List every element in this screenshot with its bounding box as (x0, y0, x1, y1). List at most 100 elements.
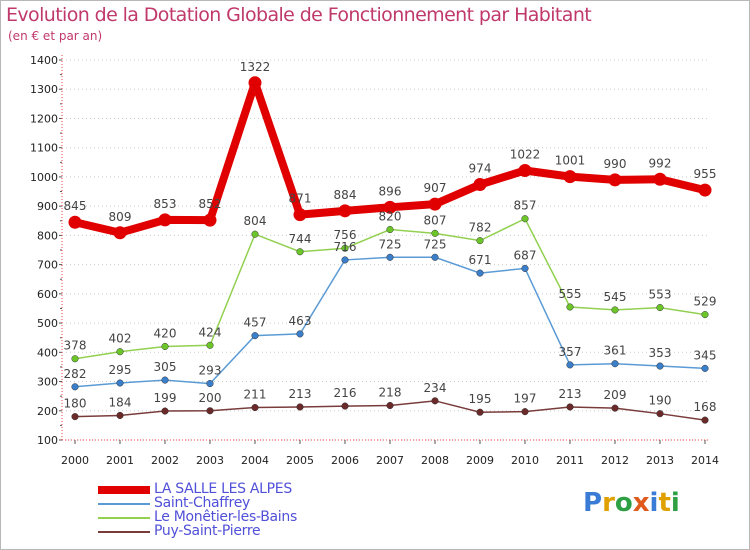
data-label: 168 (694, 400, 717, 414)
series-point (251, 230, 259, 238)
series-point (206, 380, 214, 388)
data-label: 457 (244, 316, 267, 330)
series-point (476, 408, 484, 416)
series-point (428, 197, 442, 211)
series-point (161, 407, 169, 415)
data-label: 357 (559, 345, 582, 359)
series-point (158, 213, 172, 227)
data-label: 820 (379, 210, 402, 224)
data-label: 463 (289, 314, 312, 328)
series-point (116, 411, 124, 419)
legend-label: LA SALLE LES ALPES (154, 481, 292, 497)
data-label: 716 (334, 240, 357, 254)
x-tick-label: 2008 (421, 454, 449, 467)
y-tick-label: 500 (37, 317, 58, 330)
data-label: 218 (379, 386, 402, 400)
data-label: 1001 (555, 154, 586, 168)
data-label: 190 (649, 394, 672, 408)
series-point (521, 408, 529, 416)
brand-logo: Proxiti (583, 488, 680, 518)
x-tick-label: 2006 (331, 454, 359, 467)
series-point (566, 403, 574, 411)
series-point (206, 341, 214, 349)
series-point (611, 360, 619, 368)
series-point (71, 413, 79, 421)
data-label: 361 (604, 344, 627, 358)
data-label: 378 (64, 339, 87, 353)
y-tick-label: 100 (37, 434, 58, 447)
data-label: 687 (514, 248, 537, 262)
data-label: 293 (199, 364, 222, 378)
series-point (71, 355, 79, 363)
series-point (566, 361, 574, 369)
series-point (341, 244, 349, 252)
data-label: 725 (424, 237, 447, 251)
series-point (293, 208, 307, 222)
x-tick-label: 2001 (106, 454, 134, 467)
legend-swatch (98, 517, 150, 519)
data-label: 213 (289, 387, 312, 401)
x-tick-label: 2010 (511, 454, 539, 467)
series-point (701, 364, 709, 372)
brand-letter: t (658, 488, 671, 518)
series-point (383, 200, 397, 214)
data-label: 345 (694, 348, 717, 362)
series-point (341, 402, 349, 410)
series-point (68, 215, 82, 229)
series-point (161, 342, 169, 351)
data-label: 896 (379, 184, 402, 198)
x-tick-label: 2005 (286, 454, 314, 467)
series-point (563, 170, 577, 184)
series-point (653, 172, 667, 186)
y-tick-label: 1400 (30, 54, 58, 67)
legend-swatch (98, 486, 150, 494)
data-label: 402 (109, 332, 132, 346)
series-point (473, 178, 487, 192)
data-label: 295 (109, 363, 132, 377)
x-tick-label: 2002 (151, 454, 179, 467)
series-layer (68, 76, 712, 424)
x-tick-label: 2013 (646, 454, 674, 467)
data-label: 199 (154, 391, 177, 405)
y-tick-label: 200 (37, 405, 58, 418)
data-label: 744 (289, 232, 312, 246)
data-label: 197 (514, 392, 537, 406)
brand-letter: o (614, 488, 633, 518)
series-point (116, 348, 124, 356)
data-label: 807 (424, 213, 447, 227)
data-label: 992 (649, 156, 672, 170)
series-point (71, 383, 79, 391)
data-label: 725 (379, 237, 402, 251)
data-label: 756 (334, 228, 357, 242)
series-point (386, 225, 394, 234)
series-point (431, 253, 439, 261)
series-point (161, 376, 169, 384)
legend-swatch (98, 531, 150, 533)
data-label: 209 (604, 388, 627, 402)
y-tick-label: 1000 (30, 171, 58, 184)
data-label: 305 (154, 360, 177, 374)
y-tick-label: 800 (37, 229, 58, 242)
data-label: 1022 (510, 147, 541, 161)
y-tick-label: 700 (37, 259, 58, 272)
series-point (251, 404, 259, 412)
series-point (698, 183, 712, 197)
data-label: 852 (199, 197, 222, 211)
data-label: 420 (154, 326, 177, 340)
series-point (521, 215, 529, 223)
series-point (608, 173, 622, 187)
series-point (251, 332, 259, 340)
data-label: 804 (244, 214, 267, 228)
data-label: 213 (559, 387, 582, 401)
data-label: 353 (649, 346, 672, 360)
data-label: 871 (289, 192, 312, 206)
series-point (431, 397, 439, 405)
brand-letter: r (602, 488, 615, 518)
series-point (476, 269, 484, 277)
data-label: 907 (424, 181, 447, 195)
data-label: 282 (64, 367, 87, 381)
brand-letter: x (632, 488, 650, 518)
series-point (656, 362, 664, 370)
data-label: 974 (469, 162, 492, 176)
data-label: 211 (244, 388, 267, 402)
